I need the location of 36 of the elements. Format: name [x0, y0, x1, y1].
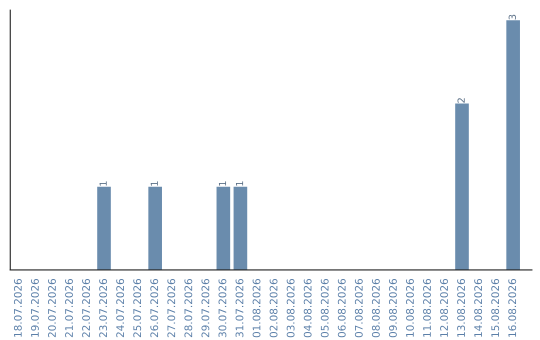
x-tick-label: 24.07.2026: [116, 278, 124, 338]
x-tick-label: 26.07.2026: [150, 278, 158, 338]
x-tick-label: 30.07.2026: [218, 278, 226, 338]
data-label: 1: [218, 181, 226, 186]
x-tick-label: 28.07.2026: [184, 278, 192, 338]
x-tick-label: 19.07.2026: [30, 278, 39, 337]
x-tick-label: 20.07.2026: [48, 278, 56, 338]
x-tick-label: 11.08.2026: [423, 278, 431, 337]
x-tick-label: 31.07.2026: [236, 278, 244, 338]
x-tick-label: 01.08.2026: [252, 278, 260, 338]
x-tick-label: 07.08.2026: [354, 278, 363, 338]
x-tick-label: 18.07.2026: [14, 278, 22, 337]
x-tick-label: 08.08.2026: [372, 278, 380, 338]
x-tick-label: 29.07.2026: [201, 278, 210, 338]
x-tick-label: 10.08.2026: [406, 278, 414, 337]
x-tick-label: 03.08.2026: [286, 278, 295, 338]
x-tick-label: 25.07.2026: [133, 278, 142, 338]
x-tick-label: 09.08.2026: [388, 278, 397, 338]
x-tick-label: 15.08.2026: [491, 278, 500, 337]
x-tick-label: 02.08.2026: [270, 278, 278, 338]
data-label: 1: [236, 181, 244, 186]
x-tick-label: 06.08.2026: [338, 278, 346, 338]
x-tick-label: 21.07.2026: [65, 278, 73, 338]
x-tick-label: 22.07.2026: [82, 278, 90, 338]
x-tick-label: 05.08.2026: [320, 278, 329, 338]
data-label: 1: [150, 181, 158, 186]
x-tick-label: 04.08.2026: [304, 278, 312, 338]
data-label: 1: [100, 181, 107, 186]
x-tick-label: 13.08.2026: [457, 278, 466, 337]
data-label: 2: [457, 98, 465, 103]
x-tick-label: 16.08.2026: [508, 278, 516, 337]
x-tick-label: 14.08.2026: [474, 278, 482, 337]
x-tick-label: 27.07.2026: [167, 278, 176, 338]
x-tick-label: 23.07.2026: [99, 278, 108, 338]
x-tick-label: 12.08.2026: [440, 278, 448, 337]
data-label: 3: [508, 14, 516, 20]
